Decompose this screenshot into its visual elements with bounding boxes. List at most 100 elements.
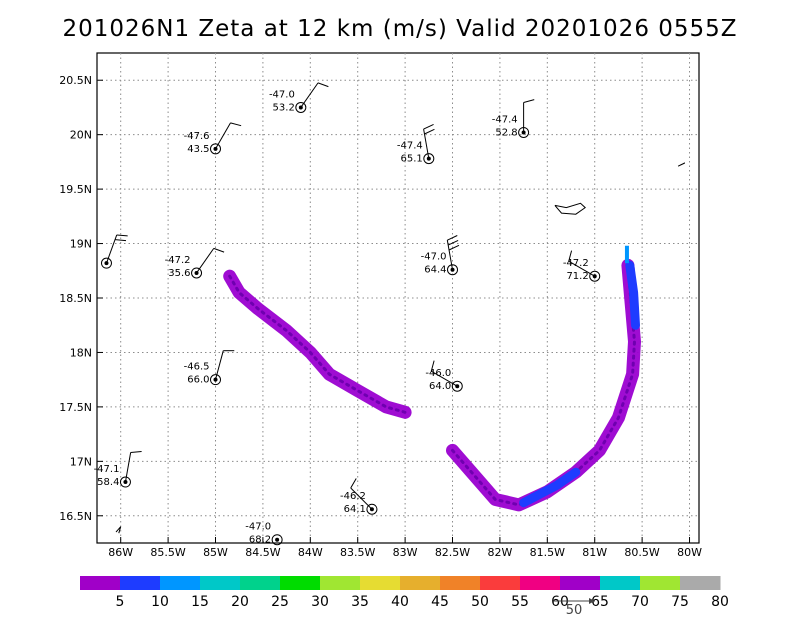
- colorbar-tick-label: 70: [631, 594, 649, 610]
- x-axis-labels: 86W 85.5W 85W 84.5W 84W 83.5W 83W 82.5W 82W 81.5W…: [108, 546, 702, 559]
- station-ring: [119, 476, 131, 488]
- station-value-lower: 58.4: [97, 477, 119, 488]
- y-tick-label: 19.5N: [59, 183, 92, 196]
- colorbar-tick-label: 10: [151, 594, 169, 610]
- x-tick-label: 82W: [487, 546, 512, 559]
- wind-barb-flag: [423, 123, 434, 130]
- colorbar-swatch: [640, 576, 681, 590]
- station-value-lower: 66.0: [187, 375, 209, 386]
- colorbar-tick-label: 50: [471, 594, 489, 610]
- colorbar-tick-label: 60: [551, 594, 569, 610]
- colorbar-tick-label: 40: [391, 594, 409, 610]
- station: -46.5 66.0: [184, 350, 235, 386]
- x-tick-label: 82.5W: [435, 546, 470, 559]
- colorbar-swatch: [560, 576, 601, 590]
- station-value-upper: -47.2: [165, 255, 191, 266]
- station-value-lower: 64.1: [344, 504, 366, 515]
- chart-title: 201026N1 Zeta at 12 km (m/s) Valid 20201…: [62, 16, 738, 42]
- colorbar-swatch: [600, 576, 641, 590]
- x-tick-label: 83W: [393, 546, 418, 559]
- colorbar-tick-label: 55: [511, 594, 529, 610]
- wind-barb-flag: [114, 239, 127, 242]
- station-value-lower: 64.4: [424, 265, 446, 276]
- colorbar-tick-label: 5: [116, 594, 125, 610]
- coastline: [554, 202, 586, 215]
- station-value-upper: -46.0: [425, 368, 451, 379]
- station-value-lower: 65.1: [401, 154, 423, 165]
- colorbar-tick-label: 35: [351, 594, 369, 610]
- station-plots: -47.053.2-47.643.5 -47.465.1-47.452.8-47.…: [94, 82, 601, 546]
- wind-barb-staff: [350, 487, 373, 510]
- station-value-upper: -47.1: [94, 464, 120, 475]
- colorbar-tick-label: 45: [431, 594, 449, 610]
- vorticity-band-west-texture: [228, 274, 407, 414]
- coastlines: [115, 162, 686, 534]
- coastline: [677, 162, 686, 167]
- station-value-upper: -47.4: [492, 114, 518, 125]
- reference-arrow-head: [589, 598, 595, 604]
- x-tick-label: 80.5W: [624, 546, 659, 559]
- station: -47.0 53.2: [269, 82, 329, 113]
- station-value-upper: -47.4: [397, 141, 423, 152]
- x-tick-label: 85.5W: [150, 546, 185, 559]
- y-tick-label: 20N: [70, 129, 92, 142]
- station-value-lower: 71.2: [566, 271, 588, 282]
- y-tick-label: 18N: [70, 346, 92, 359]
- grid-lines: [97, 53, 699, 543]
- colorbar-swatch: [240, 576, 281, 590]
- y-tick-label: 17.5N: [59, 401, 92, 414]
- y-tick-label: 16.5N: [59, 510, 92, 523]
- station-ring: [451, 380, 463, 392]
- x-tick-label: 86W: [108, 546, 133, 559]
- station-ring: [295, 101, 307, 113]
- colorbar: 5 10 15 20 25 30 35 40 45 50 55 60 65 70 75 80: [80, 576, 729, 610]
- station: -47.6 43.5: [184, 122, 242, 155]
- colorbar-swatch: [480, 576, 521, 590]
- station: -46.0 64.0: [425, 360, 463, 392]
- station-value-lower: 53.2: [273, 102, 295, 113]
- station-value-upper: -47.6: [184, 131, 210, 142]
- station: -46.2 64.1: [340, 478, 378, 515]
- vorticity-band-segment: [625, 260, 640, 330]
- colorbar-swatch: [400, 576, 441, 590]
- y-tick-label: 17N: [70, 455, 92, 468]
- wind-barb-flag: [213, 247, 225, 253]
- station-value-upper: -47.0: [269, 89, 295, 100]
- station-value-lower: 43.5: [187, 144, 209, 155]
- y-axis-labels: 16.5N 17N 17.5N 18N 18.5N 19N 19.5N 20N 20.5N: [59, 74, 92, 523]
- colorbar-tick-label: 30: [311, 594, 329, 610]
- station: -47.4 65.1: [397, 123, 435, 165]
- wind-barb-flag: [447, 239, 459, 246]
- wind-barb-staff: [124, 452, 132, 483]
- x-tick-label: 81.5W: [530, 546, 565, 559]
- station-ring: [447, 264, 459, 276]
- y-tick-label: 19N: [70, 238, 92, 251]
- station: -47.4 52.8: [492, 99, 535, 138]
- wind-barb-flag: [230, 122, 242, 127]
- colorbar-swatch: [120, 576, 161, 590]
- wind-barb-staff: [568, 260, 595, 277]
- station: -47.2 35.6: [165, 247, 225, 279]
- wind-barb-flag: [523, 99, 535, 103]
- y-tick-label: 18.5N: [59, 292, 92, 305]
- station: [100, 234, 128, 269]
- wind-barb-staff: [300, 82, 319, 108]
- vorticity-bands: [223, 245, 641, 512]
- colorbar-swatch: [200, 576, 241, 590]
- colorbar-swatch: [440, 576, 481, 590]
- station-value-upper: -46.2: [340, 491, 366, 502]
- station-ring: [210, 143, 222, 155]
- colorbar-swatch: [280, 576, 321, 590]
- wind-barb-staff: [215, 350, 224, 380]
- station-value-lower: 35.6: [168, 268, 190, 279]
- reference-vector: 50: [553, 598, 595, 618]
- station-ring: [589, 270, 601, 282]
- x-tick-label: 80W: [677, 546, 702, 559]
- x-tick-label: 81W: [582, 546, 607, 559]
- station-ring: [366, 503, 378, 515]
- station-value-upper: -47.2: [563, 258, 589, 269]
- station-value-lower: 64.0: [429, 381, 451, 392]
- station-value-upper: -47.0: [421, 252, 447, 263]
- wind-barb-flag: [447, 235, 458, 241]
- station-ring: [210, 374, 222, 386]
